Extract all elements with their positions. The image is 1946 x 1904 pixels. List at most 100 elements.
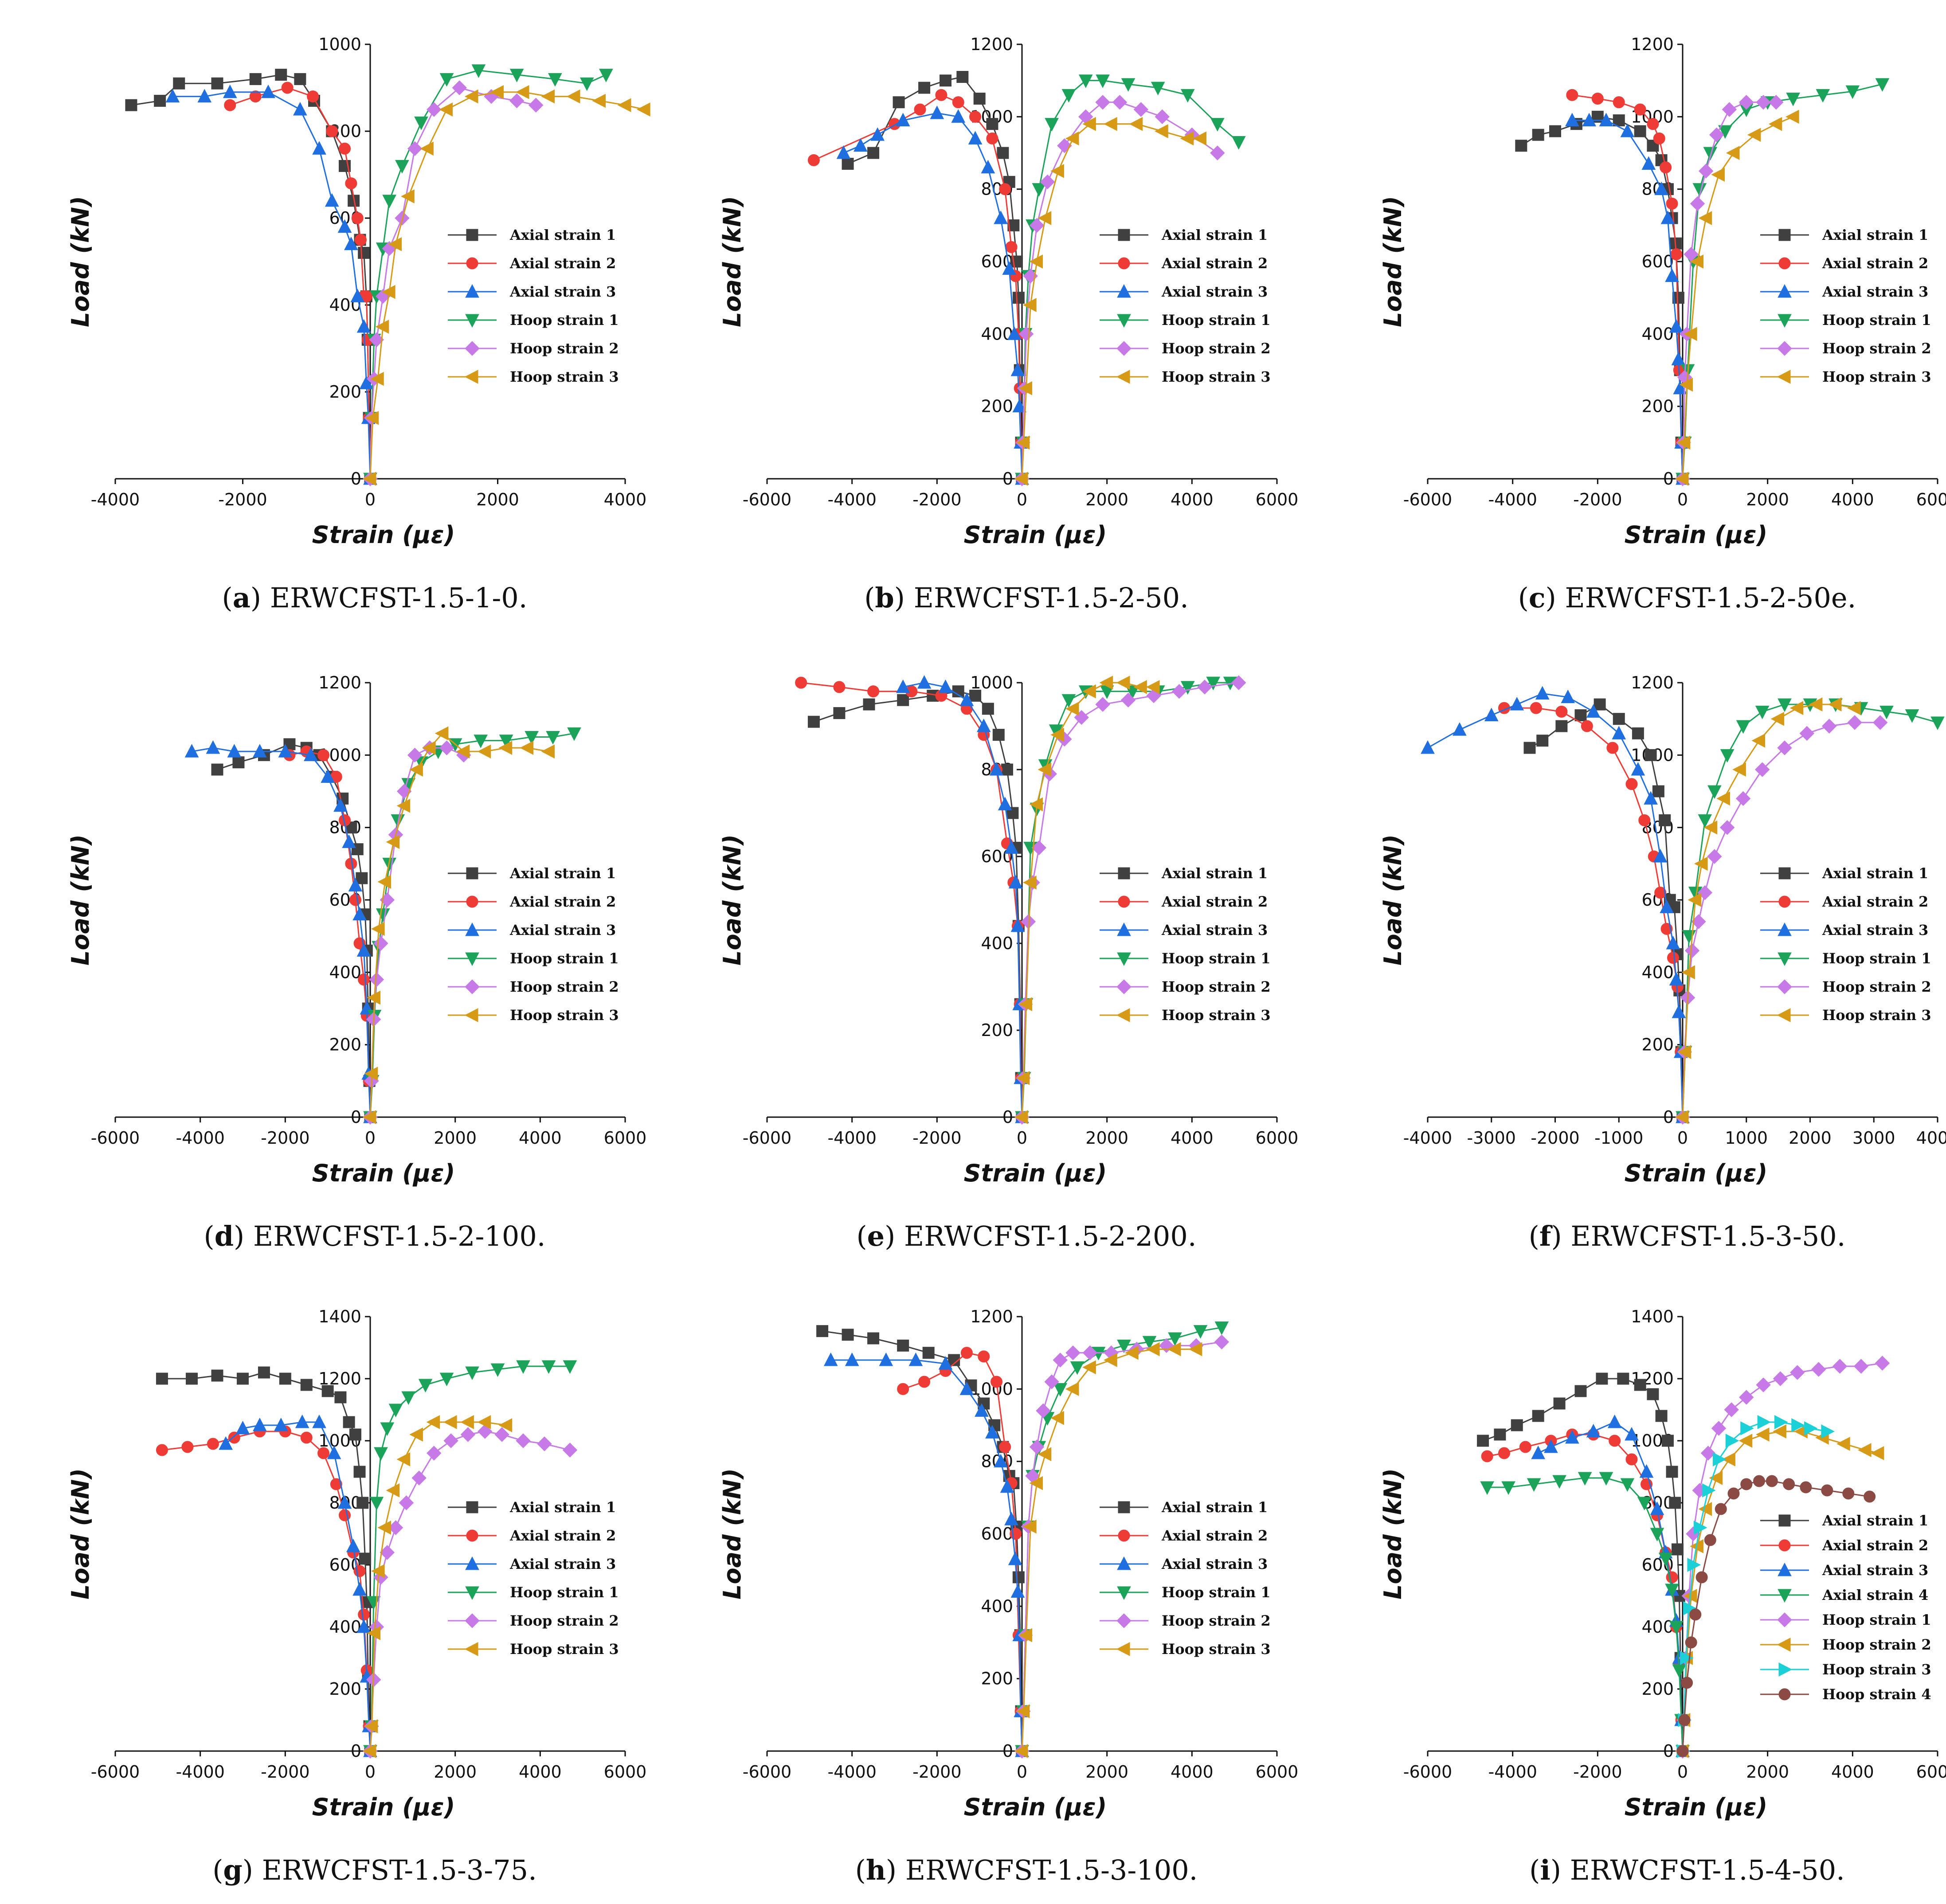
legend-label: Axial strain 1	[1822, 227, 1928, 243]
legend-marker	[465, 979, 480, 994]
data-point	[399, 1495, 414, 1510]
data-point	[935, 89, 948, 101]
caption-close-paren: )	[894, 582, 914, 614]
data-point	[1666, 1466, 1678, 1478]
data-point	[1694, 856, 1708, 871]
data-point	[1660, 161, 1672, 174]
data-point	[369, 1497, 384, 1511]
data-point	[1738, 1434, 1753, 1448]
data-point	[382, 195, 396, 208]
x-tick-label: 6000	[1256, 490, 1299, 509]
data-point	[460, 1415, 474, 1429]
panel-caption: (i) ERWCFST-1.5-4-50.	[1529, 1854, 1845, 1886]
data-point	[1578, 1472, 1592, 1486]
x-tick-label: -4000	[1488, 490, 1537, 509]
data-point	[353, 1466, 366, 1478]
data-point	[1804, 1421, 1818, 1435]
data-point	[186, 1372, 198, 1385]
legend-label: Hoop strain 1	[510, 1584, 619, 1601]
data-point	[917, 675, 932, 689]
x-tick-label: 0	[365, 1128, 376, 1148]
data-point	[1836, 1437, 1850, 1451]
data-point	[235, 1420, 250, 1435]
legend-label: Axial strain 1	[1161, 865, 1268, 882]
data-point	[349, 894, 361, 906]
series-hoop-strain-3	[1014, 117, 1206, 486]
series-hoop-strain-2	[363, 1424, 578, 1759]
data-point	[1785, 109, 1799, 124]
data-point	[975, 1403, 989, 1417]
data-point	[1555, 720, 1568, 732]
chart-panel-g: -6000-4000-20000200040006000020040060080…	[67, 1307, 646, 1886]
legend-label: Hoop strain 3	[510, 368, 619, 385]
series-line	[1682, 1431, 1879, 1752]
data-point	[1685, 1636, 1697, 1649]
legend-marker	[1116, 1642, 1130, 1656]
data-point	[1014, 1744, 1028, 1758]
data-point	[997, 147, 1009, 159]
legend: Axial strain 1 Axial strain 2 Axial strain…	[1760, 227, 1931, 385]
y-tick-label: 0	[1663, 469, 1674, 489]
legend-label: Hoop strain 2	[510, 978, 619, 995]
data-point	[1720, 749, 1735, 763]
data-point	[249, 73, 262, 85]
data-point	[1650, 1501, 1664, 1515]
data-point	[1905, 709, 1919, 723]
data-point	[339, 142, 351, 155]
data-point	[1689, 1608, 1702, 1621]
legend-label: Hoop strain 3	[1822, 1007, 1931, 1024]
data-point	[541, 744, 555, 758]
data-point	[1681, 1677, 1693, 1689]
data-point	[1654, 887, 1667, 899]
data-point	[1669, 1497, 1681, 1509]
series-axial-strain-2	[897, 1347, 1028, 1757]
legend-label: Axial strain 1	[509, 227, 616, 243]
data-point	[317, 1447, 330, 1459]
data-point	[401, 1391, 416, 1405]
y-tick-label: 200	[1641, 397, 1674, 416]
legend-label: Axial strain 3	[1822, 922, 1928, 938]
data-point	[1718, 125, 1732, 139]
series-line	[1682, 704, 1855, 1118]
x-axis-title: Strain (με)	[964, 521, 1107, 549]
caption-text: ERWCFST-1.5-3-50.	[1570, 1220, 1845, 1252]
data-point	[1532, 129, 1544, 141]
data-point	[509, 93, 525, 109]
y-tick-label: 400	[981, 1596, 1013, 1616]
legend-label: Axial strain 1	[509, 1499, 616, 1516]
data-point	[386, 1483, 400, 1497]
legend-label: Axial strain 1	[1161, 1499, 1268, 1516]
x-tick-label: -2000	[912, 490, 961, 509]
data-point	[1680, 1651, 1694, 1665]
x-tick-label: 0	[1017, 490, 1027, 509]
data-point	[223, 84, 237, 98]
data-point	[364, 1067, 378, 1081]
data-point	[897, 1339, 909, 1352]
caption-letter: b	[875, 582, 894, 614]
data-point	[1879, 705, 1894, 719]
data-point	[1653, 848, 1668, 863]
legend-label: Hoop strain 2	[1822, 340, 1931, 357]
legend-label: Hoop strain 3	[510, 1007, 619, 1024]
data-point	[592, 94, 606, 108]
data-point	[1082, 684, 1096, 699]
data-point	[207, 1438, 219, 1450]
series-axial-strain-3	[823, 1352, 1029, 1757]
y-tick-label: 0	[1663, 1741, 1674, 1761]
data-point	[1010, 362, 1025, 376]
data-point	[1112, 94, 1128, 110]
panel-caption: (b) ERWCFST-1.5-2-50.	[864, 582, 1189, 614]
data-point	[350, 289, 365, 302]
data-point	[1842, 1487, 1855, 1500]
data-point	[1574, 709, 1587, 721]
data-point	[529, 98, 544, 113]
caption-open-paren: (	[1529, 1220, 1539, 1252]
data-point	[1014, 1110, 1028, 1124]
data-point	[1480, 1481, 1494, 1495]
x-tick-label: 0	[1017, 1762, 1027, 1782]
data-point	[1609, 1435, 1621, 1447]
series-hoop-strain-2	[1014, 1334, 1229, 1759]
data-point	[197, 89, 212, 103]
legend-marker	[465, 1613, 480, 1628]
